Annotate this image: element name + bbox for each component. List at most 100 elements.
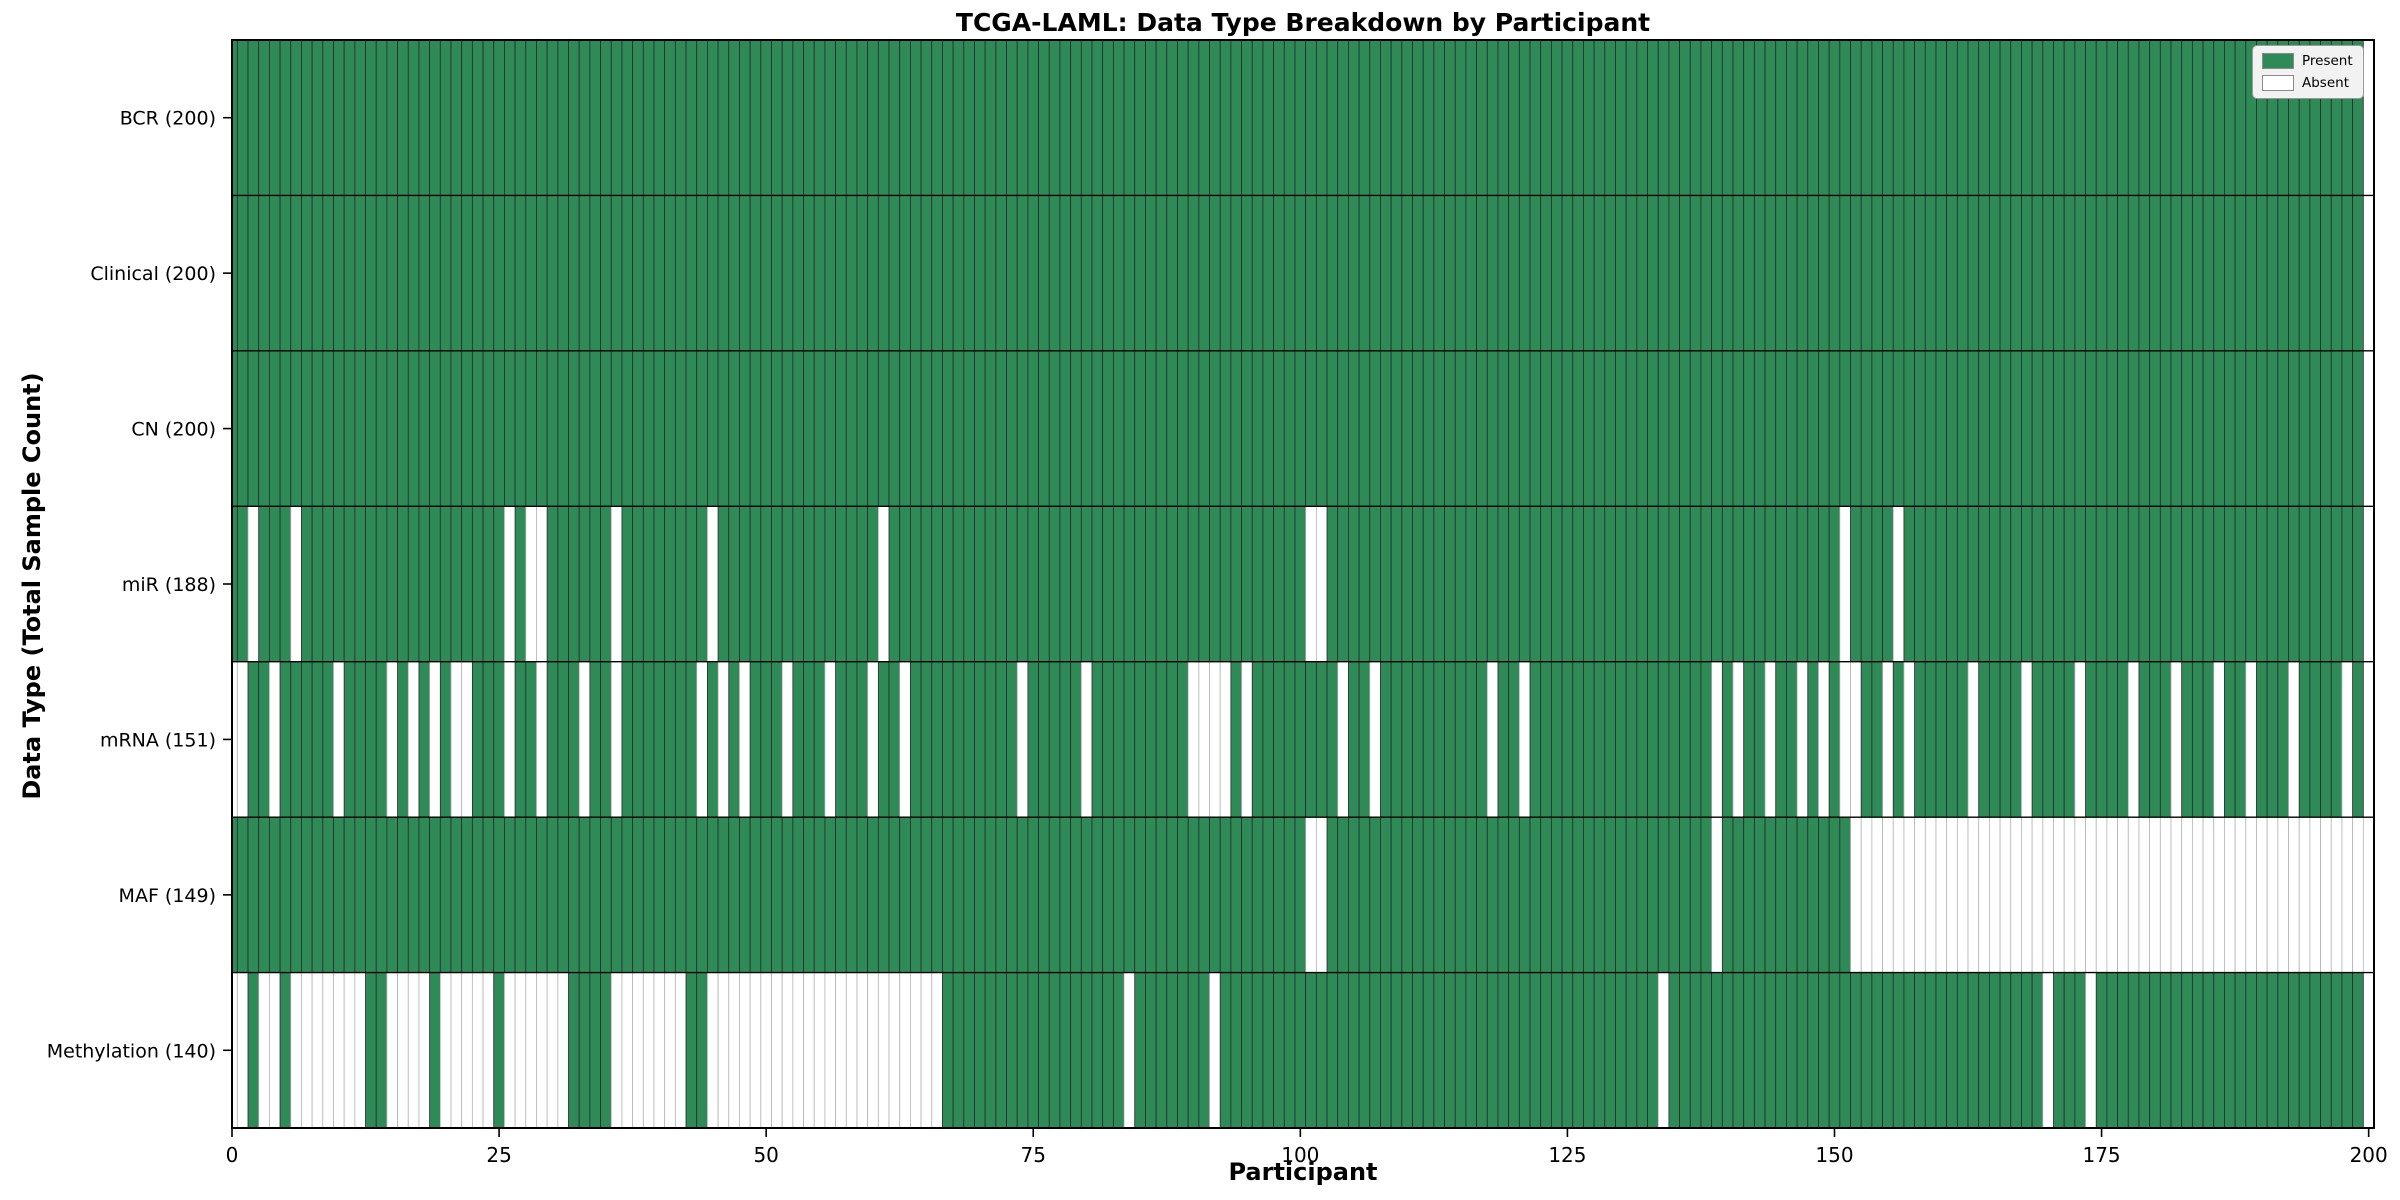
matrix-cell bbox=[1241, 505, 1253, 663]
matrix-cell bbox=[920, 39, 933, 196]
matrix-cell bbox=[2159, 39, 2172, 196]
matrix-cell bbox=[1540, 195, 1552, 352]
matrix-cell bbox=[2042, 972, 2054, 1129]
matrix-cell bbox=[984, 39, 997, 196]
matrix-cell bbox=[1615, 816, 1627, 973]
matrix-cell bbox=[1700, 816, 1713, 973]
matrix-cell bbox=[909, 350, 922, 507]
matrix-cell bbox=[653, 39, 666, 196]
matrix-cell bbox=[1561, 816, 1574, 973]
matrix-cell bbox=[1679, 816, 1691, 973]
matrix-cell bbox=[1048, 195, 1061, 352]
matrix-cell bbox=[258, 350, 270, 507]
matrix-cell bbox=[1946, 39, 1958, 196]
matrix-cell bbox=[1486, 195, 1499, 352]
x-tick-label: 75 bbox=[1021, 1143, 1046, 1167]
matrix-cell bbox=[2042, 195, 2054, 352]
matrix-cell bbox=[1786, 661, 1798, 818]
matrix-cell bbox=[824, 661, 836, 818]
matrix-cell bbox=[942, 972, 954, 1129]
matrix-cell bbox=[2330, 661, 2343, 818]
matrix-cell bbox=[2138, 505, 2151, 663]
matrix-cell bbox=[1486, 39, 1499, 196]
matrix-cell bbox=[2277, 350, 2289, 507]
matrix-cell bbox=[536, 39, 548, 196]
matrix-cell bbox=[1390, 39, 1403, 196]
matrix-cell bbox=[1668, 195, 1680, 352]
matrix-cell bbox=[493, 661, 505, 818]
matrix-cell bbox=[1102, 39, 1114, 196]
matrix-cell bbox=[1786, 816, 1798, 973]
matrix-cell bbox=[1593, 972, 1606, 1129]
matrix-cell bbox=[728, 972, 740, 1129]
matrix-cell bbox=[1422, 661, 1435, 818]
matrix-cell bbox=[835, 350, 847, 507]
matrix-cell bbox=[1529, 350, 1542, 507]
legend: Present Absent bbox=[2252, 45, 2364, 99]
matrix-cell bbox=[1230, 661, 1242, 818]
matrix-cell bbox=[1134, 195, 1146, 352]
matrix-cell bbox=[386, 816, 398, 973]
matrix-cell bbox=[2149, 661, 2161, 818]
matrix-cell bbox=[728, 661, 740, 818]
matrix-cell bbox=[1315, 195, 1328, 352]
matrix-cell bbox=[568, 816, 580, 973]
matrix-cell bbox=[942, 661, 954, 818]
matrix-cell bbox=[258, 39, 270, 196]
matrix-cell bbox=[1636, 39, 1648, 196]
matrix-cell bbox=[1657, 39, 1670, 196]
matrix-cell bbox=[1230, 350, 1242, 507]
matrix-cell bbox=[2191, 972, 2204, 1129]
matrix-cell bbox=[1753, 972, 1766, 1129]
matrix-cell bbox=[2341, 350, 2354, 507]
matrix-cell bbox=[1775, 661, 1787, 818]
matrix-cell bbox=[1871, 816, 1883, 973]
matrix-cell bbox=[1401, 972, 1413, 1129]
matrix-cell bbox=[1177, 816, 1189, 973]
matrix-cell bbox=[333, 350, 345, 507]
matrix-cell bbox=[375, 39, 388, 196]
matrix-cell bbox=[1956, 816, 1969, 973]
matrix-cell bbox=[600, 972, 612, 1129]
matrix-cell bbox=[1305, 350, 1317, 507]
matrix-cell bbox=[1177, 661, 1189, 818]
matrix-cell bbox=[1807, 505, 1819, 663]
matrix-cell bbox=[2127, 195, 2140, 352]
matrix-cell bbox=[301, 350, 313, 507]
matrix-cell bbox=[1454, 816, 1467, 973]
matrix-cell bbox=[984, 972, 997, 1129]
matrix-cell bbox=[439, 195, 452, 352]
matrix-cell bbox=[674, 972, 687, 1129]
matrix-cell bbox=[2063, 505, 2076, 663]
matrix-cell bbox=[546, 195, 559, 352]
matrix-cell bbox=[439, 39, 452, 196]
matrix-cell bbox=[2213, 972, 2225, 1129]
matrix-cell bbox=[1070, 661, 1082, 818]
matrix-cell bbox=[685, 195, 698, 352]
matrix-cell bbox=[1027, 972, 1039, 1129]
matrix-cell bbox=[610, 816, 623, 973]
matrix-cell bbox=[1294, 195, 1307, 352]
matrix-cell bbox=[258, 816, 270, 973]
matrix-cell bbox=[2170, 816, 2183, 973]
matrix-cell bbox=[1818, 661, 1830, 818]
matrix-cell bbox=[514, 972, 527, 1129]
matrix-cell bbox=[610, 39, 623, 196]
matrix-cell bbox=[1529, 39, 1542, 196]
matrix-cell bbox=[1508, 39, 1520, 196]
matrix-cell bbox=[1134, 39, 1146, 196]
matrix-cell bbox=[2330, 195, 2343, 352]
matrix-cell bbox=[1305, 972, 1317, 1129]
matrix-cell bbox=[1219, 39, 1232, 196]
matrix-cell bbox=[2010, 39, 2022, 196]
matrix-cell bbox=[2309, 195, 2321, 352]
matrix-cell bbox=[1668, 505, 1680, 663]
matrix-cell bbox=[1924, 350, 1937, 507]
matrix-cell bbox=[707, 350, 719, 507]
matrix-cell bbox=[1989, 350, 2001, 507]
matrix-cell bbox=[642, 350, 655, 507]
matrix-cell bbox=[1358, 505, 1371, 663]
matrix-cell bbox=[2085, 816, 2097, 973]
matrix-cell bbox=[1903, 661, 1916, 818]
matrix-cell bbox=[2224, 661, 2236, 818]
